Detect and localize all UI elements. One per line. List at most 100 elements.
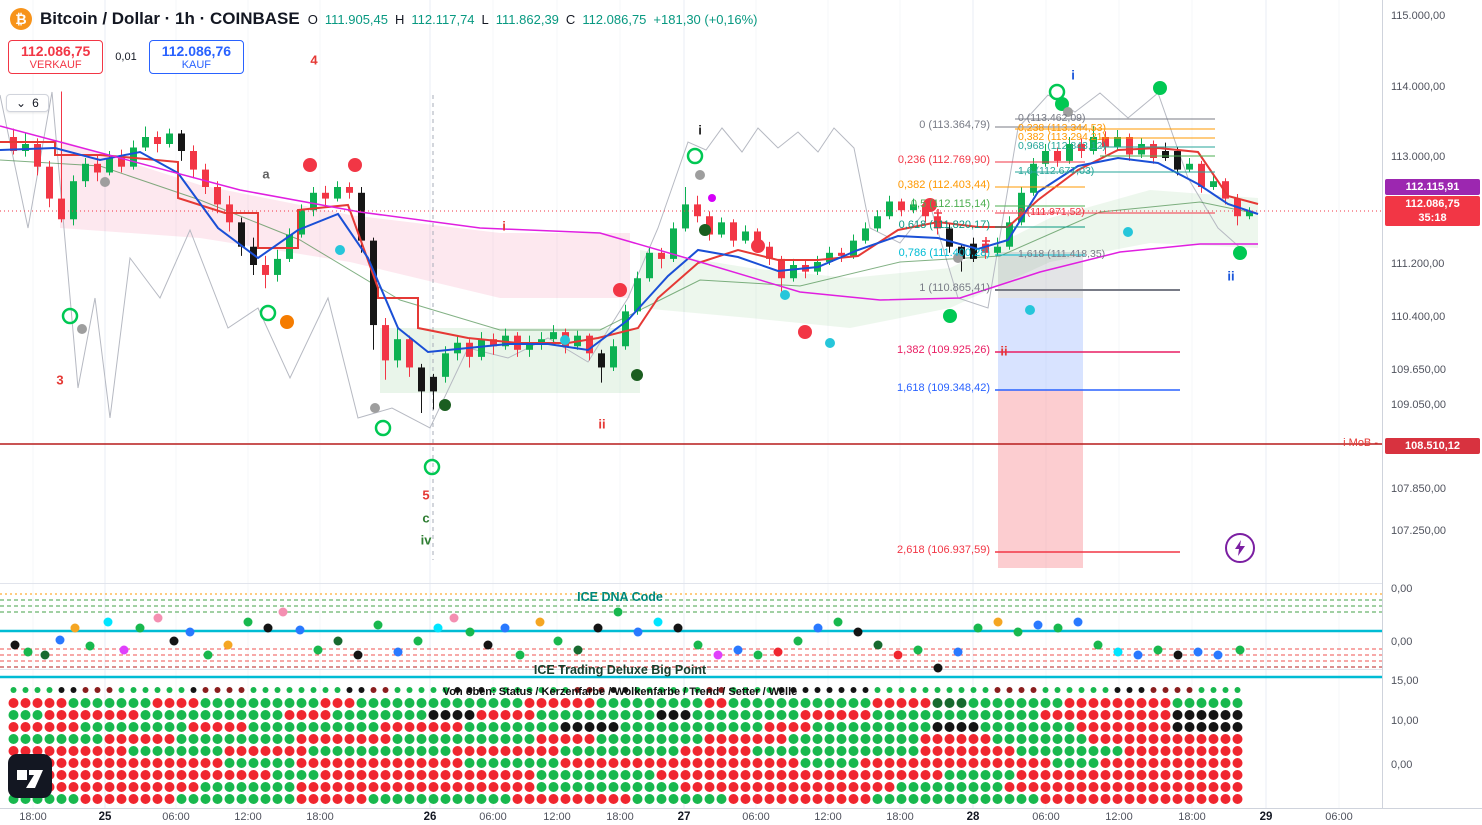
candle-body [190,151,197,170]
candle-body [310,192,317,211]
bigpoint-dot [176,770,187,780]
bigpoint-dot [260,770,271,780]
bigpoint-dot [824,698,835,708]
bigpoint-dot [1148,782,1159,792]
buy-button[interactable]: 112.086,76 KAUF [148,40,245,74]
bigpoint-dot [908,734,919,744]
bigpoint-dot [226,687,233,693]
bigpoint-dot [1150,687,1157,693]
bigpoint-dot [200,734,211,744]
bigpoint-dot [824,794,835,804]
bigpoint-dot [428,770,439,780]
candlestick-chart[interactable] [0,0,1382,808]
bigpoint-dot [332,770,343,780]
bigpoint-dot [356,770,367,780]
candle-body [418,367,425,392]
bigpoint-dot [260,794,271,804]
bigpoint-dot [1148,698,1159,708]
candle-body [94,163,101,173]
bigpoint-dot [284,758,295,768]
bigpoint-dot [320,722,331,732]
indicators-collapse-toggle[interactable]: ⌄ 6 [6,94,49,112]
bigpoint-dot [248,734,259,744]
bigpoint-dot [1234,687,1241,693]
bigpoint-dot [644,710,655,720]
candle-body [346,186,353,193]
bigpoint-dot [308,698,319,708]
bigpoint-dot [368,698,379,708]
candle-body [790,265,797,279]
signal-marker [699,224,711,236]
price-axis[interactable]: 115.000,00 114.000,00 113.000,00 111.200,00… [1382,0,1482,808]
bigpoint-dot [1220,746,1231,756]
bigpoint-dot [764,758,775,768]
dna-dot [500,623,510,633]
bigpoint-dot [236,734,247,744]
bigpoint-dot [776,770,787,780]
price-axis-label: 115.000,00 [1391,10,1446,22]
bigpoint-dot [368,746,379,756]
sell-button[interactable]: 112.086,75 VERKAUF [8,40,104,74]
cloud-green-right [640,190,1258,328]
bigpoint-dot [308,794,319,804]
bigpoint-dot [1040,746,1051,756]
ohlc-values: O 111.905,45 H 112.117,74 L 111.862,39 C 112.08… [308,12,758,27]
chart-pane[interactable]: 0 (113.364,79) 0,236 (112.769,90) 0,382 (1… [0,0,1382,808]
bigpoint-dot [968,758,979,768]
bigpoint-dot [668,698,679,708]
bigpoint-dot [1172,698,1183,708]
candle-body [586,335,593,354]
bigpoint-dot [812,710,823,720]
bigpoint-dot [488,770,499,780]
bigpoint-dot [718,687,725,693]
bigpoint-dot [896,734,907,744]
bigpoint-dot [848,734,859,744]
dna-dot [449,613,459,623]
dna-dot [295,625,305,635]
time-axis-label: 06:00 [162,811,190,823]
bigpoint-dot [56,722,67,732]
bigpoint-dot [752,782,763,792]
bigpoint-dot [740,782,751,792]
bigpoint-dot [1148,770,1159,780]
bigpoint-dot [944,734,955,744]
bigpoint-dot [332,746,343,756]
bigpoint-dot [896,722,907,732]
bigpoint-dot [68,770,79,780]
lightning-button[interactable] [1225,533,1255,563]
bigpoint-dot [32,734,43,744]
bigpoint-dot [1174,687,1181,693]
bigpoint-dot [596,770,607,780]
bigpoint-dot [380,782,391,792]
symbol-title[interactable]: Bitcoin / Dollar · 1h · COINBASE [40,9,300,28]
bigpoint-dot [512,794,523,804]
candle-body [898,201,905,211]
bigpoint-dot [404,746,415,756]
bigpoint-dot [1088,722,1099,732]
bigpoint-dot [296,794,307,804]
bigpoint-dot [968,734,979,744]
time-axis[interactable]: 18:00 25 06:00 12:00 18:00 26 06:00 12:00 18:00 2… [0,808,1482,825]
candle-body [958,246,965,259]
bigpoint-dot [862,687,869,693]
bigpoint-dot [860,758,871,768]
bigpoint-dot [1088,794,1099,804]
bigpoint-dot [1028,770,1039,780]
bigpoint-dot [1028,722,1039,732]
bigpoint-dot [140,746,151,756]
bigpoint-dot [716,710,727,720]
bigpoint-dot [800,746,811,756]
price-axis-label: 109.050,00 [1391,399,1447,411]
bigpoint-dot [440,794,451,804]
bigpoint-dot [1040,710,1051,720]
tradingview-logo[interactable] [8,754,52,798]
bigpoint-dot [584,722,595,732]
bigpoint-dot [920,782,931,792]
bigpoint-dot [1208,734,1219,744]
bigpoint-dot [152,746,163,756]
bigpoint-dot [34,687,41,693]
bigpoint-dot [536,734,547,744]
price-axis-label: 107.250,00 [1391,525,1447,537]
bigpoint-dot [572,710,583,720]
bigpoint-dot [320,734,331,744]
